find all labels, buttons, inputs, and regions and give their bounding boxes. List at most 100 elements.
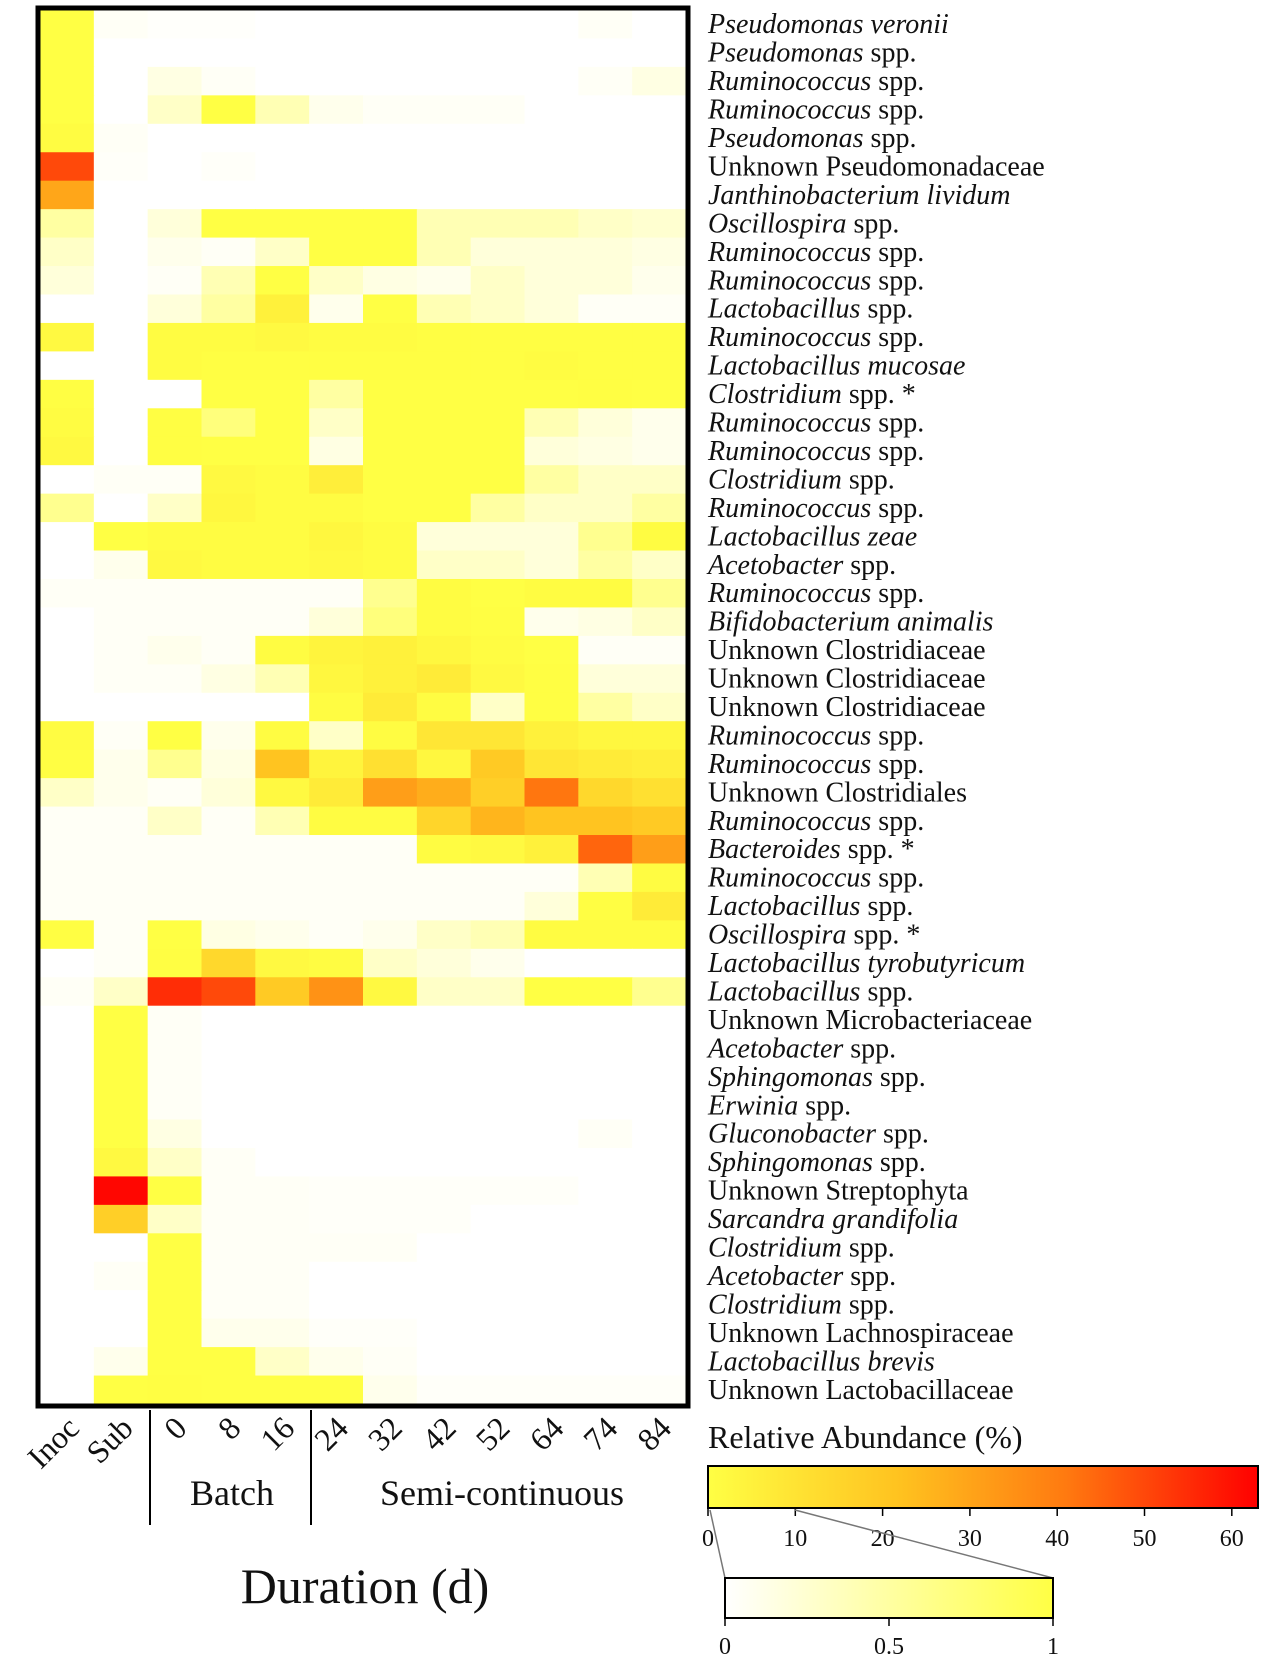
row-label: Acetobacter spp. <box>706 550 896 581</box>
heatmap-cell <box>524 1290 579 1320</box>
heatmap-cell <box>470 550 526 580</box>
colorbar-zoom-connector-left <box>709 1509 726 1579</box>
heatmap-cell <box>93 721 149 751</box>
heatmap-cell <box>309 721 364 751</box>
row-label: Ruminococcus spp. <box>707 237 924 268</box>
heatmap-cell <box>201 1034 256 1064</box>
heatmap-cell <box>632 863 687 893</box>
heatmap-cell <box>201 1204 256 1234</box>
heatmap-cell <box>93 1233 149 1263</box>
heatmap-cell <box>416 1318 472 1348</box>
heatmap-cell <box>93 408 149 438</box>
heatmap-cell <box>470 1204 526 1234</box>
heatmap-cell <box>147 465 203 495</box>
heatmap-cell <box>416 806 472 836</box>
heatmap-cell <box>40 465 95 495</box>
heatmap-cell <box>416 322 472 352</box>
heatmap-cell <box>524 692 579 722</box>
heatmap-cell <box>309 578 364 609</box>
heatmap-cell <box>632 351 687 381</box>
column-label: 74 <box>576 1409 624 1457</box>
heatmap-cell <box>201 493 256 523</box>
heatmap-cell <box>147 635 203 665</box>
heatmap-cell <box>93 891 149 921</box>
heatmap-cell <box>93 465 149 495</box>
heatmap-cell <box>93 322 149 352</box>
row-label: Acetobacter spp. <box>706 1033 896 1064</box>
row-label: Sphingomonas spp. <box>708 1147 926 1178</box>
heatmap-cell <box>255 522 310 552</box>
heatmap-cell <box>40 1034 95 1064</box>
heatmap-cell <box>416 123 472 153</box>
heatmap-cell <box>40 806 95 836</box>
heatmap-cell <box>416 209 472 239</box>
heatmap-cell <box>470 664 526 694</box>
row-label: Ruminococcus spp. <box>707 408 924 439</box>
heatmap-cell <box>363 749 418 779</box>
heatmap-cell <box>470 891 526 921</box>
heatmap-cell <box>416 408 472 438</box>
heatmap-cell <box>255 806 310 836</box>
heatmap-cell <box>363 835 418 865</box>
heatmap-cell <box>632 578 687 609</box>
heatmap-cell <box>363 38 418 68</box>
column-label: 16 <box>253 1409 301 1457</box>
heatmap-cell <box>416 1375 472 1405</box>
heatmap-cell <box>201 465 256 495</box>
heatmap-cell <box>416 66 472 96</box>
heatmap-cell <box>470 237 526 267</box>
heatmap-cell <box>147 493 203 523</box>
heatmap-cell <box>309 1318 364 1348</box>
heatmap-cell <box>416 607 472 637</box>
row-label: Ruminococcus spp. <box>707 66 924 97</box>
heatmap-cell <box>578 1119 633 1149</box>
heatmap-cell <box>632 1261 687 1291</box>
heatmap-cell <box>309 123 364 153</box>
heatmap-cell <box>363 1204 418 1234</box>
heatmap-cell <box>147 835 203 865</box>
row-label: Ruminococcus spp. <box>707 436 924 467</box>
heatmap-cell <box>578 1347 633 1377</box>
heatmap-cell <box>470 180 526 210</box>
heatmap-cell <box>201 209 256 239</box>
heatmap-cell <box>632 1005 687 1035</box>
heatmap-cell <box>40 1347 95 1377</box>
row-label: Janthinobacterium lividum <box>708 180 1011 211</box>
heatmap-cell <box>147 1005 203 1035</box>
heatmap-cell <box>309 1375 364 1405</box>
heatmap-cell <box>201 863 256 893</box>
heatmap-cell <box>309 95 364 125</box>
heatmap-cell <box>255 721 310 751</box>
heatmap-cell <box>632 1091 687 1121</box>
heatmap-cell <box>578 152 633 182</box>
row-label: Pseudomonas spp. <box>707 38 916 69</box>
heatmap-cell <box>255 1147 310 1178</box>
heatmap-cell <box>40 891 95 921</box>
heatmap-cell <box>416 635 472 665</box>
heatmap-cell <box>470 322 526 352</box>
heatmap-cell <box>363 550 418 580</box>
heatmap-cell <box>416 180 472 210</box>
heatmap-cell <box>40 10 95 40</box>
heatmap-cell <box>147 1062 203 1092</box>
heatmap-cell <box>93 294 149 324</box>
heatmap-cell <box>524 1034 579 1064</box>
row-label: Ruminococcus spp. <box>707 806 924 837</box>
heatmap-cell <box>363 1233 418 1263</box>
heatmap-cell <box>93 863 149 893</box>
heatmap-cell <box>470 493 526 523</box>
heatmap-cell <box>40 237 95 267</box>
heatmap-cell <box>147 891 203 921</box>
heatmap-cell <box>363 266 418 296</box>
heatmap-cell <box>524 635 579 665</box>
heatmap-cell <box>363 237 418 267</box>
heatmap-cell <box>309 351 364 381</box>
heatmap-cell <box>416 152 472 182</box>
heatmap-cell <box>309 1005 364 1035</box>
heatmap-cell <box>147 180 203 210</box>
heatmap-cell <box>93 920 149 950</box>
heatmap-cell <box>416 1062 472 1092</box>
heatmap-cell <box>309 436 364 466</box>
heatmap-cell <box>93 38 149 68</box>
heatmap-cell <box>201 835 256 865</box>
